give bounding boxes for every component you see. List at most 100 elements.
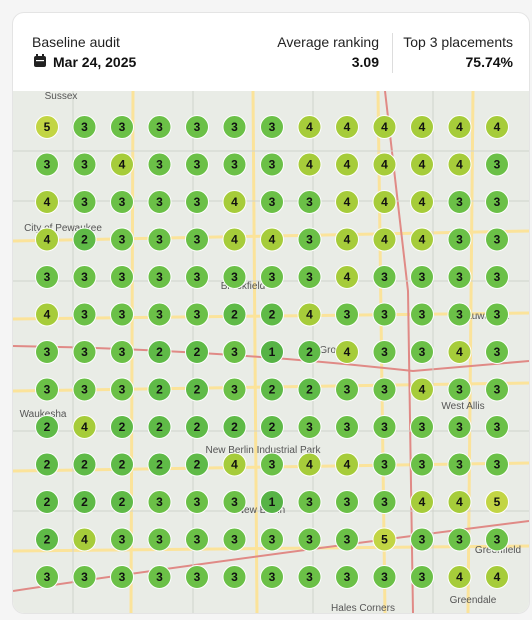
rank-value: 2: [119, 420, 126, 434]
rank-pin: 4: [485, 565, 509, 589]
rank-value: 4: [119, 158, 126, 172]
rank-pin: 3: [72, 265, 97, 289]
rank-circle: [335, 490, 359, 514]
rank-circle: [447, 340, 472, 364]
rank-pin: 3: [72, 340, 97, 364]
rank-value: 4: [494, 570, 501, 584]
rank-circle: [72, 377, 97, 402]
rank-circle: [297, 190, 322, 214]
rank-circle: [185, 527, 209, 552]
rank-value: 3: [119, 345, 126, 359]
rank-circle: [297, 152, 322, 177]
rank-pin: 3: [410, 340, 434, 364]
rank-pin: 2: [110, 415, 134, 439]
rank-circle: [260, 565, 284, 589]
rank-value: 3: [381, 458, 388, 472]
rank-circle: [297, 227, 322, 252]
rank-pin: 2: [72, 452, 97, 477]
rank-value: 4: [306, 158, 313, 172]
rank-circle: [72, 302, 97, 327]
rank-circle: [372, 377, 397, 402]
rank-value: 2: [231, 308, 238, 322]
rank-value: 3: [306, 570, 313, 584]
rank-pin: 3: [185, 527, 209, 552]
rank-pin: 3: [110, 227, 134, 252]
rank-value: 5: [381, 533, 388, 547]
rank-value: 4: [269, 233, 276, 247]
rank-value: 3: [194, 233, 201, 247]
rank-pin: 3: [297, 415, 322, 439]
rank-circle: [297, 452, 322, 477]
rank-value: 3: [456, 233, 463, 247]
rank-pin: 4: [410, 227, 434, 252]
rank-circle: [485, 227, 509, 252]
rank-value: 3: [231, 120, 238, 134]
rank-circle: [410, 452, 434, 477]
divider: [392, 33, 393, 73]
rank-circle: [110, 527, 134, 552]
rank-value: 2: [44, 495, 51, 509]
rank-pin: 3: [147, 265, 172, 289]
audit-date: Mar 24, 2025: [53, 54, 137, 70]
rank-pin: 4: [447, 565, 472, 589]
rank-circle: [222, 527, 247, 552]
rank-circle: [185, 302, 209, 327]
rank-value: 3: [81, 120, 88, 134]
rank-value: 4: [419, 158, 426, 172]
rank-pin: 2: [185, 452, 209, 477]
rank-pin: 2: [147, 452, 172, 477]
rank-pin: 3: [372, 490, 397, 514]
rank-value: 2: [156, 458, 163, 472]
rank-circle: [35, 227, 59, 252]
rank-pin: 3: [447, 227, 472, 252]
rank-value: 3: [381, 570, 388, 584]
rank-pin: 4: [110, 152, 134, 177]
rank-value: 1: [269, 495, 276, 509]
rank-circle: [297, 115, 322, 139]
rank-circle: [485, 452, 509, 477]
rank-circle: [260, 227, 284, 252]
rank-pin: 5: [372, 527, 397, 552]
rank-value: 4: [381, 158, 388, 172]
rank-value: 3: [269, 458, 276, 472]
rank-value: 3: [269, 158, 276, 172]
rank-value: 2: [194, 345, 201, 359]
rank-value: 3: [381, 270, 388, 284]
rank-circle: [297, 377, 322, 402]
rank-circle: [185, 190, 209, 214]
rank-value: 3: [456, 308, 463, 322]
rank-circle: [147, 340, 172, 364]
rank-pin: 3: [485, 452, 509, 477]
rank-pin: 3: [410, 527, 434, 552]
rank-pin: 2: [35, 527, 59, 552]
average-ranking-label: Average ranking: [277, 34, 379, 50]
rank-pin: 3: [185, 227, 209, 252]
rank-circle: [335, 415, 359, 439]
rank-circle: [72, 565, 97, 589]
rank-pin: 2: [297, 340, 322, 364]
rank-pin: 3: [185, 115, 209, 139]
rank-circle: [222, 377, 247, 402]
rank-pin: 3: [372, 302, 397, 327]
rank-circle: [410, 415, 434, 439]
rank-value: 2: [119, 458, 126, 472]
rank-circle: [485, 527, 509, 552]
rank-pin: 5: [485, 490, 509, 514]
rank-value: 3: [156, 233, 163, 247]
rank-pin: 4: [222, 452, 247, 477]
rank-value: 3: [456, 420, 463, 434]
rank-pin: 4: [410, 490, 434, 514]
rank-pin: 3: [222, 265, 247, 289]
rank-value: 4: [306, 120, 313, 134]
rank-circle: [447, 452, 472, 477]
rank-value: 3: [156, 195, 163, 209]
rank-pin: 3: [185, 490, 209, 514]
rank-value: 4: [419, 233, 426, 247]
rank-pin: 2: [222, 415, 247, 439]
rank-circle: [147, 527, 172, 552]
rank-circle: [372, 490, 397, 514]
rank-pin: 3: [372, 340, 397, 364]
rank-value: 3: [456, 383, 463, 397]
rank-value: 3: [344, 570, 351, 584]
rank-pin: 2: [110, 490, 134, 514]
